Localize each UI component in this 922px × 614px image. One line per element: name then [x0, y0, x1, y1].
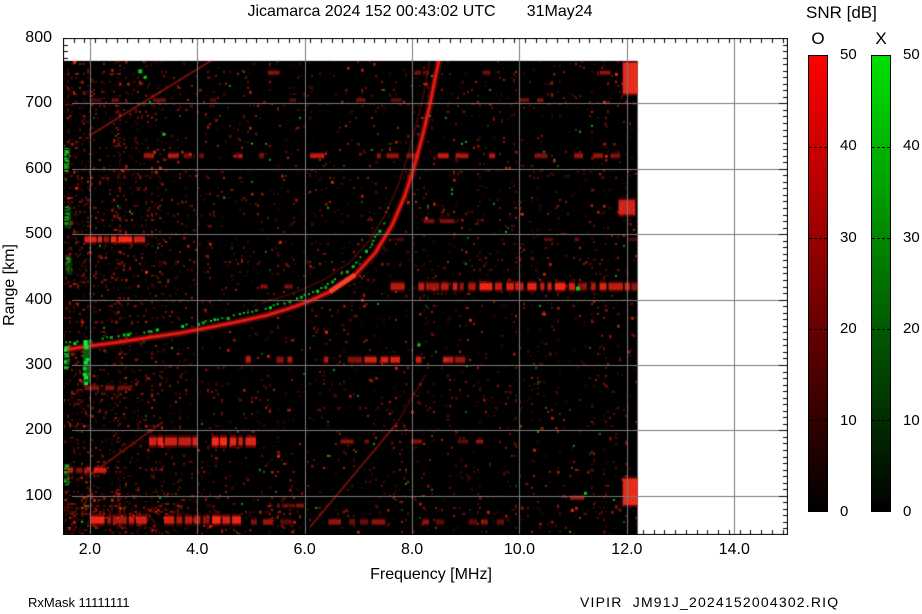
x-tick-label: 8.0 — [400, 541, 424, 558]
x-tick-label: 12.0 — [611, 541, 643, 558]
colorbar-o-gradient — [808, 55, 828, 512]
x-tick-label: 14.0 — [718, 541, 750, 558]
y-tick-label: 400 — [25, 290, 52, 308]
y-tick-label: 700 — [25, 94, 52, 112]
colorbar-tick-label: 10 — [840, 411, 857, 429]
x-tick-label: 4.0 — [186, 541, 209, 558]
colorbar-o-mode-label: O — [811, 29, 825, 48]
colorbar-tick-label: 20 — [840, 320, 857, 338]
y-tick-label: 200 — [25, 421, 52, 439]
x-tick-label: 6.0 — [293, 541, 316, 558]
colorbar-tick-dash — [872, 329, 890, 330]
colorbar-x-mode-label: X — [875, 29, 887, 48]
ionogram-plot-canvas — [63, 38, 788, 535]
colorbar-tick-label: 20 — [903, 320, 920, 338]
colorbar-tick-dash — [872, 238, 890, 239]
colorbar-x-gradient — [871, 55, 891, 512]
colorbar-tick-label: 50 — [840, 46, 857, 63]
colorbar-tick-dash — [809, 329, 827, 330]
data-file-text: VIPIR JM91J_2024152004302.RIQ — [580, 594, 840, 610]
colorbar-tick-label: 0 — [840, 503, 849, 520]
y-tick-label: 100 — [25, 486, 52, 504]
y-tick-label: 600 — [25, 159, 52, 177]
x-axis-label: Frequency [MHz] — [370, 566, 492, 583]
colorbar-title: SNR [dB] — [806, 3, 877, 22]
x-tick-label: 2.0 — [78, 541, 101, 558]
colorbar-tick-dash — [809, 238, 827, 239]
colorbar-tick-label: 0 — [903, 503, 912, 520]
y-tick-label: 300 — [25, 355, 52, 373]
y-tick-label: 500 — [25, 225, 52, 243]
x-tick-label: 10.0 — [503, 541, 536, 558]
colorbar-tick-dash — [809, 147, 827, 148]
colorbar-tick-label: 10 — [903, 411, 920, 429]
plot-title: Jicamarca 2024 152 00:43:02 UTC 31May24 — [247, 3, 593, 20]
colorbar-tick-label: 50 — [903, 46, 920, 63]
colorbar-tick-label: 40 — [840, 137, 857, 155]
y-tick-label: 800 — [25, 29, 52, 46]
colorbar-tick-label: 40 — [903, 137, 920, 155]
colorbar-tick-dash — [872, 420, 890, 421]
rx-mask-text: RxMask 11111111 — [28, 595, 130, 610]
colorbar-tick-dash — [872, 147, 890, 148]
colorbar-tick-dash — [809, 420, 827, 421]
colorbar-tick-label: 30 — [840, 228, 857, 246]
colorbar-tick-label: 30 — [903, 228, 920, 246]
